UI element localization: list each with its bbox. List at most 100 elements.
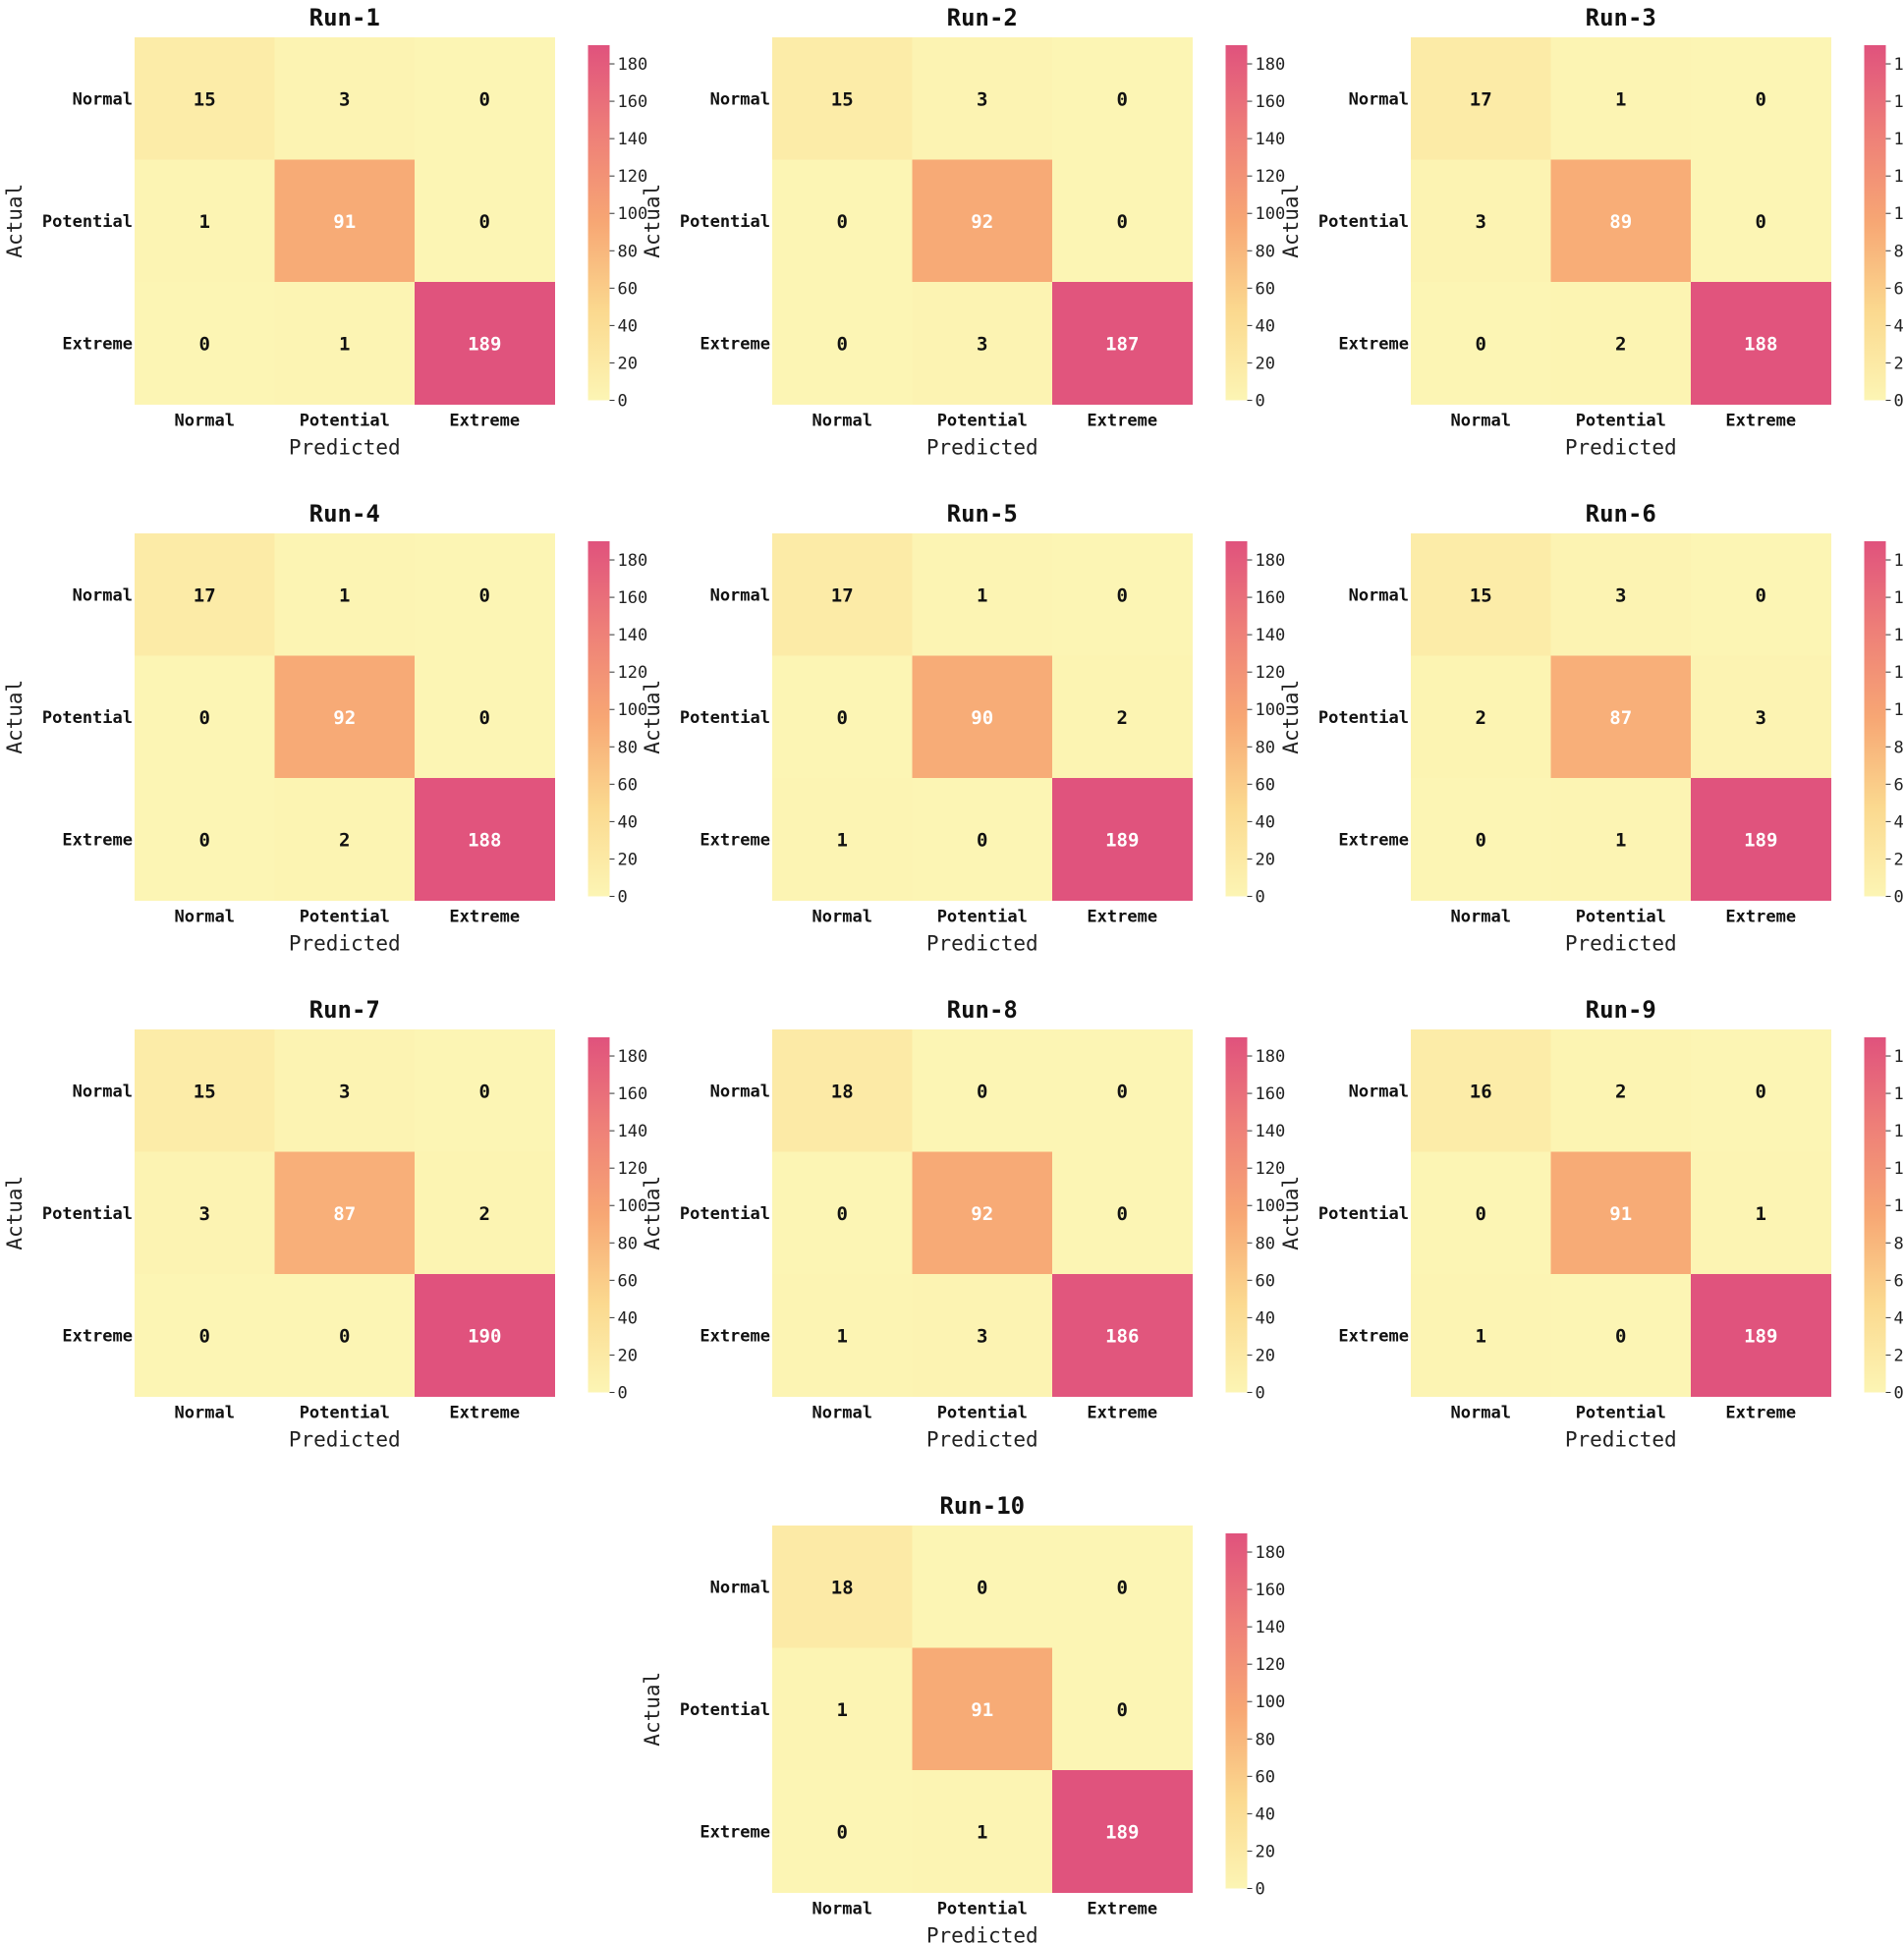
x-tick-label: Potential	[300, 1404, 390, 1423]
cell-value-label: 1	[977, 1821, 987, 1843]
heatmap-cell	[1411, 533, 1551, 656]
y-tick-label: Normal	[73, 1082, 133, 1101]
x-tick-label: Potential	[937, 908, 1028, 927]
cell-value-label: 3	[977, 333, 987, 355]
colorbar-tick-label: 20	[1256, 1842, 1275, 1861]
y-tick-label: Potential	[42, 1204, 133, 1224]
heatmap-cell	[415, 159, 555, 283]
y-tick-label: Potential	[680, 708, 770, 728]
heatmap-cell	[415, 282, 555, 405]
colorbar-tick-label: 0	[618, 1384, 628, 1404]
colorbar-tick-label: 40	[1256, 316, 1275, 336]
colorbar-tick-label: 0	[1894, 392, 1904, 412]
colorbar	[1225, 1533, 1248, 1889]
cell-value-label: 0	[1476, 1203, 1486, 1225]
colorbar-tick-label: 100	[618, 1196, 648, 1216]
cell-value-label: 188	[468, 829, 501, 851]
x-axis-title: Predicted	[926, 1924, 1038, 1943]
cell-value-label: 0	[977, 1081, 987, 1102]
heatmap-cell	[912, 533, 1053, 656]
colorbar-tick-label: 20	[618, 850, 638, 869]
cell-value-label: 0	[1756, 584, 1766, 606]
heatmap-cell	[1550, 1151, 1692, 1275]
heatmap-cell	[1052, 533, 1193, 656]
y-tick-label: Potential	[680, 1700, 770, 1720]
colorbar-tick-label: 120	[618, 663, 648, 683]
x-tick-label: Extreme	[1087, 1900, 1157, 1919]
x-tick-label: Normal	[175, 908, 235, 927]
y-tick-label: Normal	[1349, 89, 1409, 109]
x-axis-title: Predicted	[1565, 1428, 1677, 1452]
colorbar	[1864, 541, 1886, 897]
cell-value-label: 1	[837, 829, 848, 851]
x-axis-title: Predicted	[289, 1428, 401, 1452]
x-tick-label: Extreme	[1087, 908, 1157, 927]
y-axis-title: Actual	[3, 1176, 27, 1250]
cell-value-label: 0	[339, 1325, 350, 1347]
colorbar-tick-label: 160	[618, 1084, 648, 1104]
cell-value-label: 0	[837, 333, 848, 355]
cell-value-label: 15	[194, 88, 216, 110]
x-axis-title: Predicted	[289, 436, 401, 460]
cell-value-label: 0	[1756, 1081, 1766, 1102]
heatmap-cell	[912, 1151, 1053, 1275]
colorbar-tick-label: 60	[618, 775, 638, 795]
colorbar-tick-label: 20	[618, 1346, 638, 1365]
chart-title: Run-7	[309, 996, 380, 1024]
cell-value-label: 0	[479, 707, 490, 729]
colorbar-tick-label: 60	[1256, 1767, 1275, 1787]
cell-value-label: 0	[479, 211, 490, 233]
cell-value-label: 0	[199, 707, 210, 729]
heatmap-cell	[1550, 778, 1692, 901]
chart-title: Run-3	[1586, 4, 1656, 31]
heatmap-cell	[135, 655, 275, 779]
cell-value-label: 90	[971, 707, 993, 729]
cell-value-label: 0	[199, 829, 210, 851]
colorbar-tick-label: 80	[1256, 242, 1275, 261]
colorbar-tick-label: 60	[618, 1271, 638, 1291]
x-tick-label: Normal	[175, 1404, 235, 1423]
heatmap-cell	[415, 1029, 555, 1152]
confusion-matrix-run-9: Run-916 2 00 91 11 0 189NormalPotentialExtreme…	[1279, 996, 1904, 1452]
heatmap-cell	[1052, 1151, 1193, 1275]
y-axis-title: Actual	[641, 1672, 664, 1747]
heatmap-cell	[1411, 282, 1551, 405]
colorbar-tick-label: 100	[618, 204, 648, 224]
colorbar-tick-label: 120	[1256, 663, 1286, 683]
y-tick-label: Normal	[73, 89, 133, 109]
colorbar-tick-label: 80	[1256, 1234, 1275, 1253]
cell-value-label: 18	[831, 1081, 854, 1102]
colorbar-tick-label: 160	[1256, 1084, 1286, 1104]
x-tick-label: Potential	[300, 908, 390, 927]
cell-value-label: 0	[199, 333, 210, 355]
colorbar-tick-label: 60	[1256, 279, 1275, 299]
colorbar-tick-label: 20	[1256, 354, 1275, 373]
confusion-matrix-run-2: Run-2 15 3 0 0 92 0 0 3 187 Normal Potential Extreme…	[641, 4, 1285, 460]
y-axis-title: Actual	[1279, 184, 1303, 258]
heatmap-cell	[1691, 1151, 1831, 1275]
colorbar	[588, 541, 610, 897]
colorbar-tick-label: 0	[1256, 1880, 1265, 1900]
colorbar-tick-label: 40	[618, 812, 638, 832]
cell-value-label: 0	[977, 829, 987, 851]
colorbar-tick-label: 180	[1256, 1047, 1286, 1067]
heatmap-cell	[135, 533, 275, 656]
heatmap-cell	[415, 655, 555, 779]
cell-value-label: 17	[194, 584, 216, 606]
cell-value-label: 189	[1105, 1821, 1139, 1843]
chart-title: Run-2	[947, 4, 1018, 31]
heatmap-cell	[772, 1647, 913, 1771]
x-tick-label: Normal	[812, 1900, 872, 1919]
y-tick-label: Normal	[710, 1082, 770, 1101]
heatmap-cell	[1691, 1029, 1831, 1152]
colorbar-tick-label: 20	[1894, 1346, 1904, 1365]
colorbar-tick-label: 60	[1894, 1271, 1904, 1291]
heatmap-cell	[912, 159, 1053, 283]
colorbar-tick-label: 140	[1256, 1618, 1286, 1638]
x-tick-label: Potential	[937, 412, 1028, 431]
colorbar-tick-label: 40	[1894, 812, 1904, 832]
cell-value-label: 3	[977, 1325, 987, 1347]
heatmap-cell	[135, 159, 275, 283]
cell-value-label: 2	[1615, 1081, 1626, 1102]
colorbar-tick-label: 100	[1894, 204, 1904, 224]
